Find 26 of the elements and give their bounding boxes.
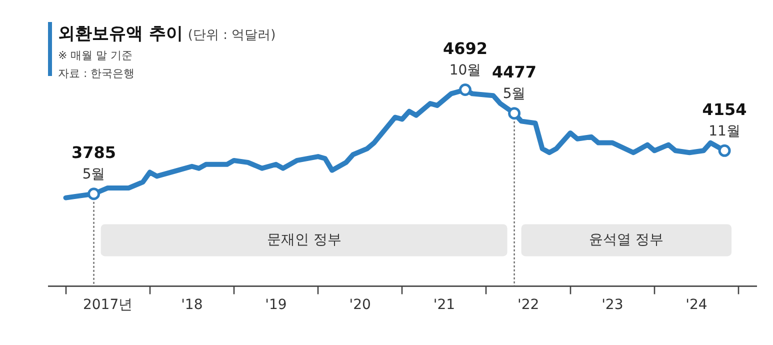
- annotation: 4154: [702, 100, 747, 119]
- annotation: 4477: [492, 62, 537, 82]
- point: [458, 84, 472, 96]
- annotation: 11월: [708, 123, 740, 140]
- annotation: 5월: [82, 166, 106, 183]
- annotation: 3785: [72, 143, 116, 162]
- x-tick-label: '22: [517, 297, 540, 314]
- x-tick-label: '20: [349, 297, 371, 314]
- x-tick-label: 2017년: [82, 297, 133, 314]
- point: [88, 188, 100, 200]
- annotation: 5월: [502, 86, 526, 102]
- point: [718, 144, 731, 157]
- chart-title: 외환보유액 추이: [58, 24, 183, 44]
- x-tick-label: '18: [181, 297, 203, 314]
- annotation: 4692: [442, 38, 488, 58]
- chart-subtitle: (단위 : 억달러): [188, 28, 276, 43]
- text: ※ 매월 말 기준: [58, 48, 134, 63]
- band-label: 윤석열 정부: [589, 232, 664, 248]
- band-label: 문재인 정부: [266, 232, 342, 248]
- annotation: 10월: [449, 62, 482, 78]
- x-tick-label: '23: [602, 297, 624, 314]
- x-tick-label: '19: [265, 297, 287, 314]
- x-tick-label: '24: [686, 297, 708, 314]
- x-tick-label: '21: [433, 297, 456, 314]
- point: [508, 107, 521, 120]
- text: 자료 : 한국은행: [58, 66, 136, 81]
